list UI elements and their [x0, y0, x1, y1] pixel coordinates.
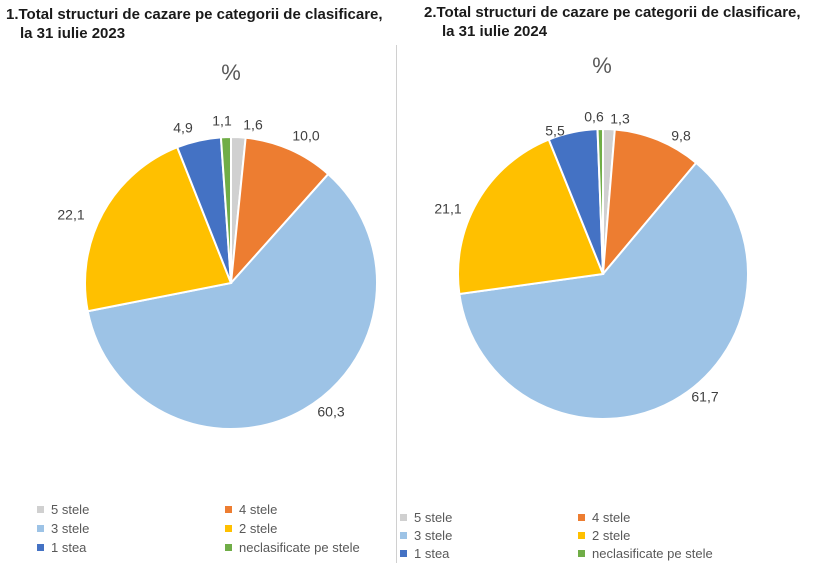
- legend-swatch: [225, 544, 232, 551]
- chart-2-data-label-2-stele: 21,1: [434, 201, 461, 217]
- chart-1-legend-item-2-stele: 2 stele: [225, 521, 277, 536]
- chart-1-legend-item-4-stele: 4 stele: [225, 502, 277, 517]
- legend-label: 2 stele: [239, 521, 278, 536]
- chart-2-legend-item-2-stele: 2 stele: [578, 528, 630, 543]
- legend-label: 4 stele: [592, 510, 631, 525]
- chart-1-slice-3-stele: [86, 172, 378, 430]
- legend-label: 3 stele: [414, 528, 453, 543]
- chart-2-legend-item-neclasificate-pe-stele: neclasificate pe stele: [578, 546, 713, 561]
- chart-2-unit-label: %: [592, 53, 612, 78]
- chart-2-title-line-1: 2.Total structuri de cazare pe categorii…: [424, 4, 801, 21]
- legend-label: 3 stele: [51, 521, 90, 536]
- legend-swatch: [578, 550, 585, 557]
- pie-1: [83, 135, 378, 430]
- chart-2-legend-item-5-stele: 5 stele: [400, 510, 452, 525]
- chart-2-data-label-4-stele: 9,8: [671, 128, 691, 144]
- legend-swatch: [400, 514, 407, 521]
- legend-label: 1 stea: [51, 540, 87, 555]
- chart-2-slice-4-stele: [601, 128, 698, 278]
- chart-2-title-line-2: la 31 iulie 2024: [442, 23, 548, 40]
- legend-label: neclasificate pe stele: [239, 540, 360, 555]
- legend-label: 4 stele: [239, 502, 278, 517]
- legend-label: 5 stele: [414, 510, 453, 525]
- legend-swatch: [578, 532, 585, 539]
- legend-label: neclasificate pe stele: [592, 546, 713, 561]
- chart-2-legend-item-3-stele: 3 stele: [400, 528, 452, 543]
- legend-label: 5 stele: [51, 502, 90, 517]
- chart-2-legend-item-4-stele: 4 stele: [578, 510, 630, 525]
- chart-1-legend-item-5-stele: 5 stele: [37, 502, 89, 517]
- chart-1-slice-neclasificate-pe-stele: [219, 135, 232, 284]
- chart-1-title: 1.Total structuri de cazare pe categorii…: [6, 5, 383, 43]
- chart-1-data-label-3-stele: 60,3: [317, 404, 344, 420]
- legend-swatch: [578, 514, 585, 521]
- pie-2: [456, 127, 749, 420]
- legend-label: 1 stea: [414, 546, 450, 561]
- chart-2-data-label-5-stele: 1,3: [610, 111, 630, 127]
- chart-1-data-label-1-stea: 4,9: [173, 120, 193, 136]
- chart-2-slice-3-stele: [458, 161, 749, 420]
- chart-1-data-label-5-stele: 1,6: [243, 117, 263, 133]
- chart-1-slice-4-stele: [229, 136, 330, 286]
- chart-2-title: 2.Total structuri de cazare pe categorii…: [424, 3, 801, 41]
- legend-swatch: [37, 544, 44, 551]
- chart-2-data-label-neclasificate-pe-stele: 0,6: [584, 109, 604, 125]
- legend-label: 2 stele: [592, 528, 631, 543]
- chart-2-data-label-3-stele: 61,7: [691, 389, 718, 405]
- chart-1-data-label-neclasificate-pe-stele: 1,1: [212, 113, 232, 129]
- legend-swatch: [225, 525, 232, 532]
- chart-1-title-line-1: 1.Total structuri de cazare pe categorii…: [6, 6, 383, 23]
- chart-2-slice-2-stele: [456, 138, 605, 296]
- legend-swatch: [400, 550, 407, 557]
- chart-1-slice-2-stele: [83, 145, 233, 313]
- legend-swatch: [400, 532, 407, 539]
- legend-swatch: [225, 506, 232, 513]
- legend-swatch: [37, 506, 44, 513]
- chart-1-legend-item-neclasificate-pe-stele: neclasificate pe stele: [225, 540, 360, 555]
- chart-2-slice-neclasificate-pe-stele: [596, 127, 604, 275]
- chart-1-legend-item-1-stea: 1 stea: [37, 540, 86, 555]
- chart-1-data-label-4-stele: 10,0: [292, 128, 319, 144]
- chart-1-unit-label: %: [221, 60, 241, 85]
- legend-swatch: [37, 525, 44, 532]
- chart-2-legend-item-1-stea: 1 stea: [400, 546, 449, 561]
- chart-divider: [396, 45, 397, 563]
- chart-1-legend-item-3-stele: 3 stele: [37, 521, 89, 536]
- chart-1-title-line-2: la 31 iulie 2023: [20, 25, 126, 42]
- chart-2-data-label-1-stea: 5,5: [545, 123, 565, 139]
- chart-1-data-label-2-stele: 22,1: [57, 207, 84, 223]
